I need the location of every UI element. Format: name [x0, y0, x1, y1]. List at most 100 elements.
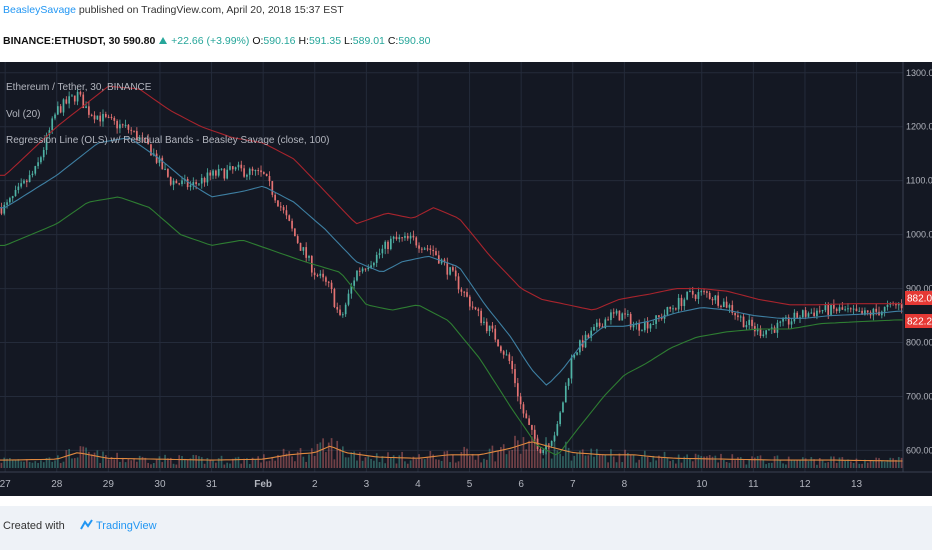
candle-body — [452, 267, 454, 271]
volume-bar — [892, 458, 894, 468]
author-link[interactable]: BeasleySavage — [3, 4, 76, 16]
tradingview-link[interactable]: TradingView — [96, 520, 157, 532]
volume-bar — [178, 455, 181, 468]
volume-bar — [11, 460, 14, 468]
volume-bar — [624, 449, 626, 468]
volume-bar — [102, 451, 104, 468]
open-value: 590.16 — [263, 35, 296, 47]
volume-bar — [71, 458, 73, 468]
volume-bar — [618, 453, 621, 468]
volume-bar — [367, 456, 370, 468]
volume-bar — [62, 461, 65, 468]
volume-bar — [217, 458, 220, 468]
plot-area — [0, 62, 903, 472]
up-arrow-icon — [159, 37, 168, 44]
volume-bar — [206, 457, 209, 468]
volume-bar — [305, 461, 308, 468]
volume-bar — [852, 462, 855, 468]
volume-bar — [522, 437, 525, 468]
volume-bar — [0, 462, 3, 468]
volume-bar — [666, 457, 669, 468]
volume-bar — [652, 455, 655, 468]
candle-body — [11, 196, 14, 199]
candle-body — [28, 175, 31, 183]
volume-bar — [895, 459, 897, 468]
candle-body — [590, 330, 593, 338]
volume-bar — [6, 458, 8, 468]
candle-body — [793, 312, 796, 322]
upper-price-badge — [905, 291, 932, 305]
volume-bar — [104, 455, 107, 468]
candle-body — [624, 313, 626, 315]
volume-bar — [144, 457, 147, 468]
volume-bar — [183, 458, 186, 468]
candle-body — [279, 206, 282, 208]
candle-body — [632, 324, 635, 328]
volume-bar — [514, 435, 516, 468]
volume-bar — [751, 456, 753, 468]
candle-body — [217, 169, 220, 176]
volume-bar — [308, 454, 310, 468]
price-chart[interactable]: 1300.00 1200.00 1100.00 1000.00 900.00 800.00… — [0, 62, 932, 496]
candle-body — [161, 157, 164, 170]
volume-bar — [220, 455, 223, 468]
candle-body — [57, 106, 59, 115]
volume-bar — [756, 456, 759, 468]
volume-bar — [480, 462, 482, 468]
candle-body — [107, 116, 110, 118]
volume-bar — [440, 460, 443, 468]
volume-ma-line — [0, 441, 903, 462]
candle-body — [172, 180, 175, 185]
volume-bar — [714, 455, 717, 468]
candle-body — [220, 168, 223, 170]
volume-bar — [25, 459, 28, 468]
candle-body — [714, 295, 717, 301]
candle-body — [271, 181, 274, 195]
candle-body — [737, 315, 739, 318]
volume-bar — [886, 460, 889, 468]
volume-bar — [536, 437, 539, 468]
candle-body — [361, 268, 364, 272]
candle-body — [121, 124, 124, 126]
time-tick-label: 4 — [415, 479, 421, 490]
candle-body — [545, 445, 547, 451]
volume-bar — [878, 458, 880, 468]
volume-bar — [765, 464, 767, 468]
candle-body — [104, 113, 107, 117]
volume-bar — [40, 460, 42, 468]
volume-bar — [121, 457, 124, 468]
candle-body — [533, 429, 536, 439]
candle-body — [130, 129, 133, 131]
price-axis[interactable]: 1300.00 1200.00 1100.00 1000.00 900.00 800.00… — [902, 62, 932, 496]
candle-body — [641, 330, 643, 332]
candle-body — [387, 241, 389, 250]
candle-body — [494, 328, 497, 340]
volume-bar — [838, 457, 841, 468]
candle-body — [638, 323, 641, 331]
volume-bar — [621, 462, 624, 468]
candle-body — [432, 250, 435, 252]
symbol-name[interactable]: BINANCE:ETHUSDT, 30 — [3, 35, 121, 47]
candle-body — [308, 255, 310, 258]
volume-bar — [556, 450, 559, 468]
volume-bar — [677, 454, 680, 468]
volume-bar — [516, 440, 519, 468]
volume-bar — [189, 458, 192, 468]
volume-bar — [770, 462, 773, 468]
candle-body — [861, 310, 863, 315]
candle-body — [801, 310, 804, 318]
price-tick-label: 900.00 — [906, 284, 932, 294]
time-axis[interactable]: 27 28 29 30 31 Feb 2 3 4 5 6 7 8 10 11 12 13 — [0, 471, 932, 490]
volume-bar — [457, 461, 460, 468]
candle-body — [268, 176, 271, 182]
candle-body — [728, 305, 731, 308]
candle-body — [683, 299, 686, 307]
volume-bar — [629, 454, 632, 468]
candle-body — [570, 357, 573, 379]
candle-body — [477, 309, 480, 311]
candle-body — [722, 301, 725, 308]
candle-body — [389, 238, 392, 250]
candle-body — [751, 319, 753, 327]
high-value: 591.35 — [308, 35, 342, 47]
price-change: +22.66 (+3.99%) — [171, 35, 250, 47]
